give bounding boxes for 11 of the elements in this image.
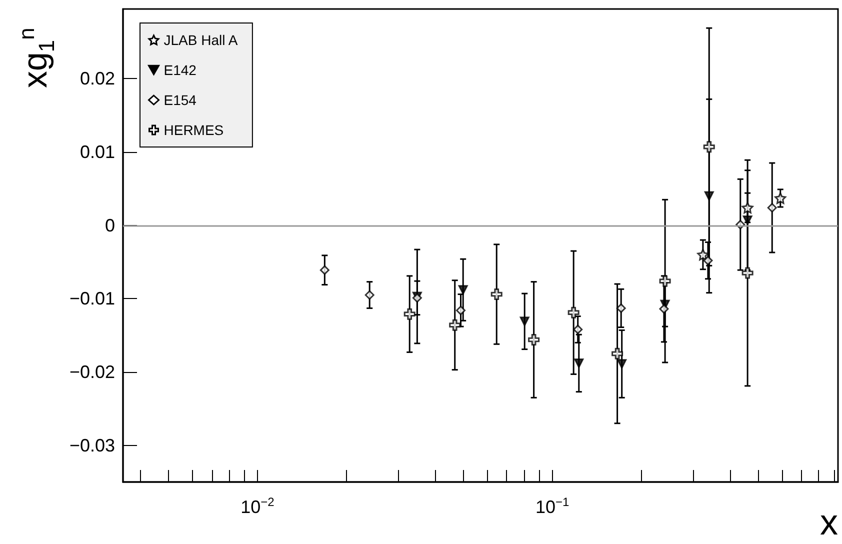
legend-label: E142 [164,62,197,78]
legend-label: JLAB Hall A [164,32,238,48]
legend-label: HERMES [164,122,224,138]
y-tick-label: −0.01 [69,288,115,309]
y-tick-label: −0.02 [69,362,115,382]
legend-label: E154 [164,92,197,108]
y-tick-label: 0.01 [80,142,115,162]
y-tick-label: 0 [104,215,115,236]
x-axis-title: x [820,502,838,542]
y-tick-label: 0.02 [80,68,115,89]
y-tick-label: −0.03 [69,435,115,456]
